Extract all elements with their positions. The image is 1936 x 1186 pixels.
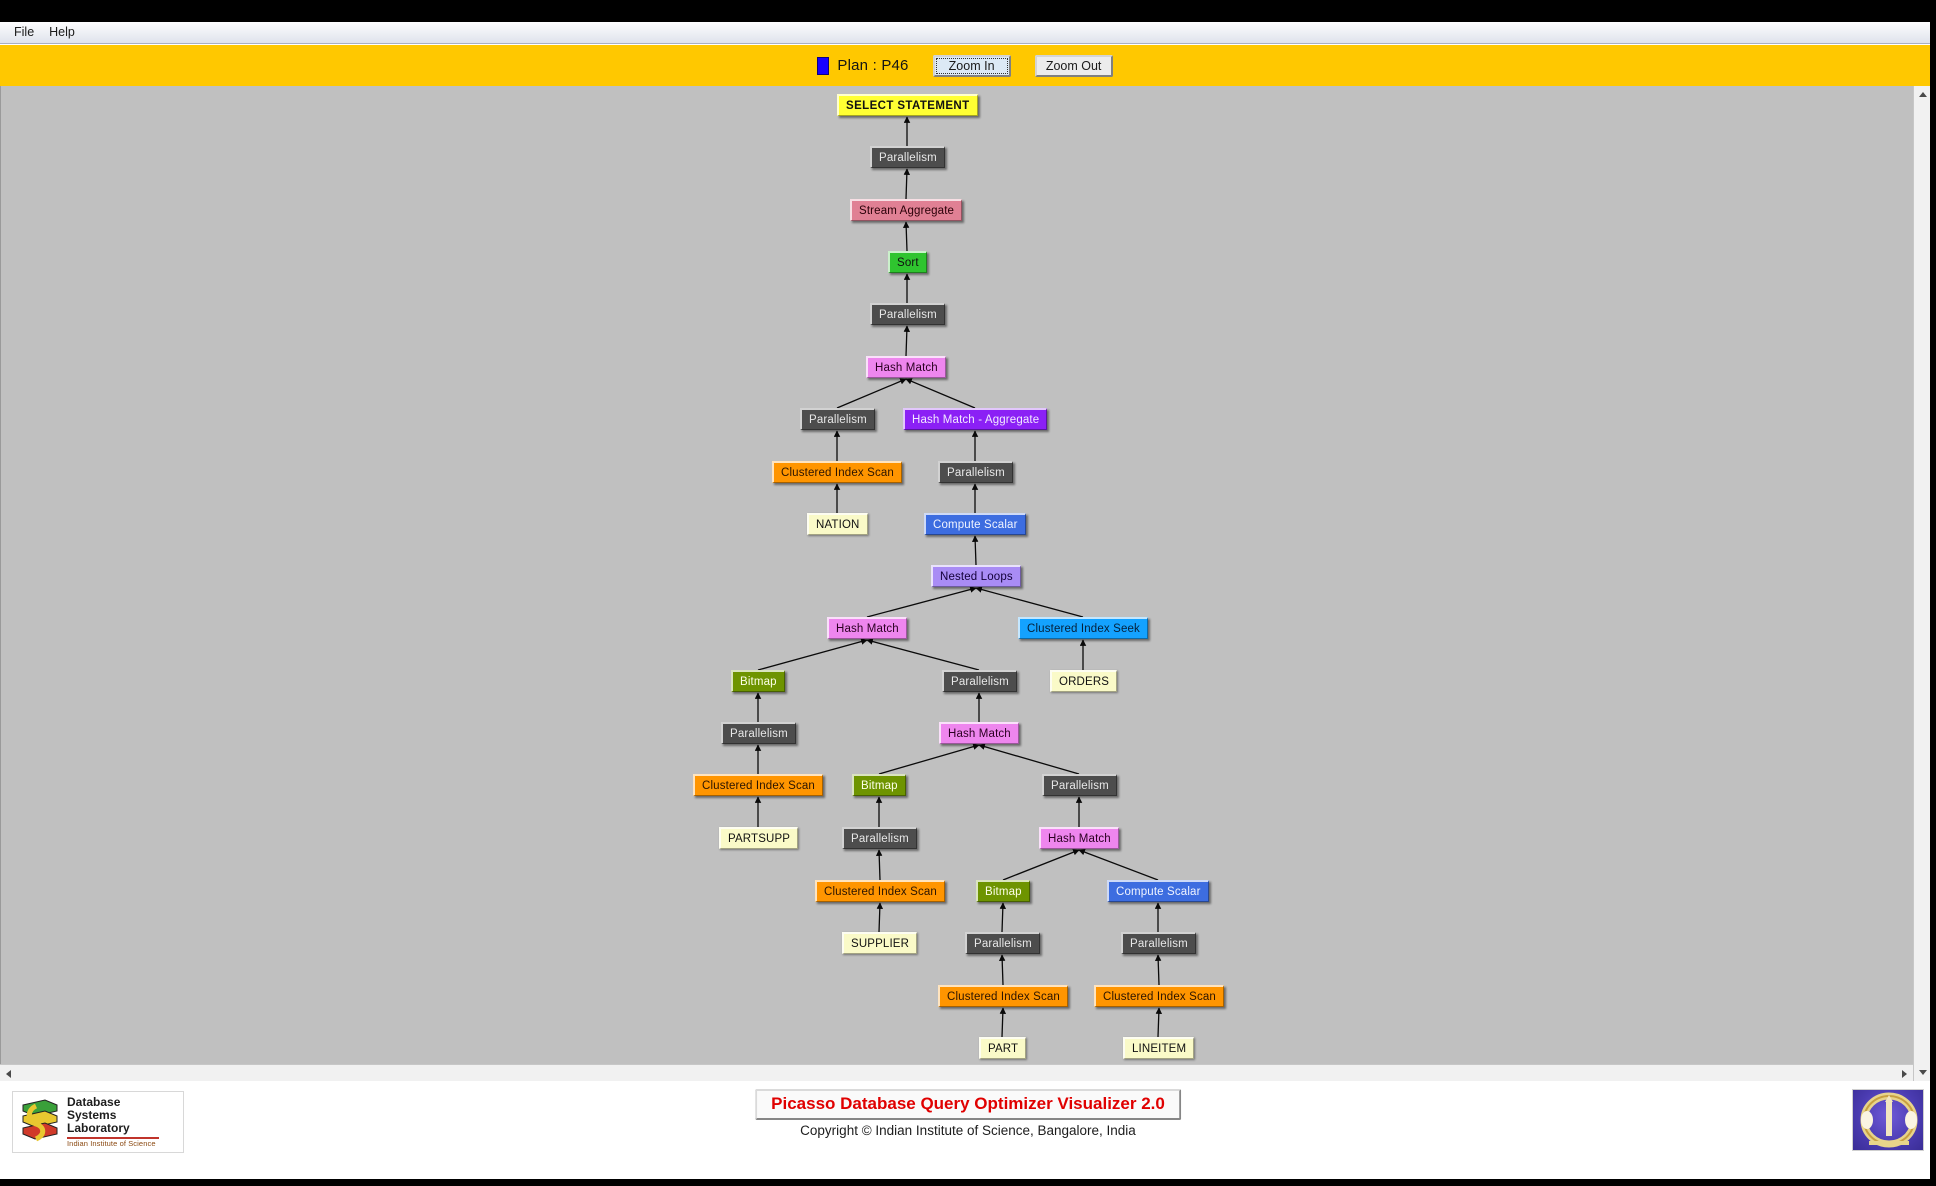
plan-node-n29[interactable]: Bitmap bbox=[976, 880, 1030, 902]
plan-edge-n23-n22 bbox=[878, 743, 980, 775]
plan-node-n13[interactable]: Nested Loops bbox=[931, 565, 1021, 587]
plan-edge-n27-n22 bbox=[978, 743, 1080, 775]
logo-line-4: Indian Institute of Science bbox=[67, 1138, 156, 1148]
chevron-right-icon bbox=[1902, 1069, 1907, 1078]
plan-edge-n36-n35 bbox=[1155, 1007, 1163, 1038]
logo-line-1: Database bbox=[67, 1095, 121, 1110]
plan-node-n30[interactable]: Parallelism bbox=[965, 932, 1040, 954]
scroll-up-arrow[interactable] bbox=[1915, 87, 1930, 102]
plan-edge-n6-n5 bbox=[903, 325, 911, 357]
footer: Database Systems Laboratory Indian Insti… bbox=[0, 1081, 1936, 1186]
logo-line-3: Laboratory bbox=[67, 1120, 130, 1135]
plan-edge-n17-n14 bbox=[757, 638, 868, 671]
plan-node-n6[interactable]: Hash Match bbox=[866, 356, 946, 378]
window-right-strip bbox=[1930, 0, 1936, 1186]
plan-node-n1[interactable]: SELECT STATEMENT bbox=[837, 94, 978, 116]
chevron-left-icon bbox=[6, 1069, 11, 1078]
menu-bar: File Help bbox=[0, 22, 1930, 44]
plan-edge-n33-n28 bbox=[1078, 849, 1159, 881]
plan-node-n28[interactable]: Hash Match bbox=[1039, 827, 1119, 849]
menu-file[interactable]: File bbox=[14, 25, 35, 39]
plan-node-n25[interactable]: Clustered Index Scan bbox=[815, 880, 945, 902]
plan-node-n9[interactable]: Clustered Index Scan bbox=[772, 461, 902, 483]
plan-indicator: Plan : P46 bbox=[817, 56, 909, 75]
plan-node-n22[interactable]: Hash Match bbox=[939, 722, 1019, 744]
plan-node-n32[interactable]: PART bbox=[979, 1037, 1027, 1059]
logo-line-2: Systems bbox=[67, 1107, 117, 1122]
plan-node-n21[interactable]: Parallelism bbox=[942, 670, 1017, 692]
plan-edge-n30-n29 bbox=[999, 902, 1007, 933]
plan-edge-n3-n2 bbox=[903, 168, 911, 200]
database-stack-icon bbox=[22, 1099, 58, 1142]
iisc-crest bbox=[1860, 1092, 1918, 1148]
plan-edge-n31-n30 bbox=[998, 954, 1006, 986]
scroll-down-arrow[interactable] bbox=[1915, 1065, 1930, 1080]
menu-help[interactable]: Help bbox=[49, 25, 75, 39]
plan-edge-n7-n6 bbox=[836, 378, 907, 409]
window-top-strip bbox=[0, 0, 1936, 22]
logo-divider bbox=[67, 1136, 159, 1139]
plan-node-n11[interactable]: Parallelism bbox=[938, 461, 1013, 483]
footer-bottom-bar bbox=[0, 1179, 1936, 1186]
plan-node-n3[interactable]: Stream Aggregate bbox=[850, 199, 963, 221]
plan-edge-n29-n28 bbox=[1002, 849, 1080, 881]
copyright-text: Copyright © Indian Institute of Science,… bbox=[800, 1123, 1136, 1138]
plan-tree-canvas: SELECT STATEMENT Parallelism Stream Aggreg… bbox=[1, 86, 1912, 1061]
plan-node-n19[interactable]: Clustered Index Scan bbox=[693, 774, 823, 796]
plan-edge-n21-n14 bbox=[866, 638, 980, 671]
plan-node-n10[interactable]: NATION bbox=[807, 513, 868, 535]
plan-toolbar: Plan : P46 Zoom In Zoom Out bbox=[0, 44, 1930, 86]
plan-node-n7[interactable]: Parallelism bbox=[800, 408, 875, 430]
plan-node-n23[interactable]: Bitmap bbox=[852, 774, 906, 796]
plan-node-n35[interactable]: Clustered Index Scan bbox=[1094, 985, 1224, 1007]
horizontal-scrollbar[interactable] bbox=[0, 1064, 1913, 1081]
plan-node-n20[interactable]: PARTSUPP bbox=[719, 827, 799, 849]
plan-label: Plan : P46 bbox=[837, 57, 909, 74]
vertical-scrollbar[interactable] bbox=[1913, 86, 1930, 1081]
plan-node-n5[interactable]: Parallelism bbox=[870, 303, 945, 325]
plan-node-n31[interactable]: Clustered Index Scan bbox=[938, 985, 1068, 1007]
plan-node-n4[interactable]: Sort bbox=[888, 251, 927, 273]
plan-tree-edges bbox=[754, 116, 1163, 1038]
zoom-out-button[interactable]: Zoom Out bbox=[1034, 54, 1113, 77]
plan-edge-n26-n25 bbox=[876, 902, 884, 933]
zoom-in-button[interactable]: Zoom In bbox=[932, 54, 1011, 77]
dsl-logo-text: Database Systems Laboratory Indian Insti… bbox=[67, 1096, 159, 1148]
chevron-down-icon bbox=[1918, 1070, 1927, 1075]
plan-edge-n35-n34 bbox=[1154, 954, 1162, 986]
plan-node-n24[interactable]: Parallelism bbox=[842, 827, 917, 849]
plan-edge-n15-n13 bbox=[975, 586, 1084, 618]
plan-node-n26[interactable]: SUPPLIER bbox=[842, 932, 918, 954]
plan-color-swatch bbox=[817, 56, 830, 75]
app-title-banner[interactable]: Picasso Database Query Optimizer Visuali… bbox=[755, 1089, 1181, 1120]
plan-canvas-viewport[interactable]: SELECT STATEMENT Parallelism Stream Aggreg… bbox=[0, 86, 1930, 1081]
plan-edge-n14-n13 bbox=[866, 586, 977, 618]
plan-edge-n8-n6 bbox=[905, 378, 976, 409]
iisc-emblem-icon bbox=[1852, 1089, 1924, 1151]
plan-node-n14[interactable]: Hash Match bbox=[827, 617, 907, 639]
plan-node-n18[interactable]: Parallelism bbox=[721, 722, 796, 744]
plan-node-n8[interactable]: Hash Match - Aggregate bbox=[903, 408, 1048, 430]
scroll-left-arrow[interactable] bbox=[1, 1066, 16, 1081]
plan-node-n2[interactable]: Parallelism bbox=[870, 146, 945, 168]
dsl-logo: Database Systems Laboratory Indian Insti… bbox=[12, 1091, 184, 1153]
plan-edge-n4-n3 bbox=[902, 221, 910, 252]
scroll-right-arrow[interactable] bbox=[1897, 1066, 1912, 1081]
chevron-up-icon bbox=[1918, 92, 1927, 97]
plan-node-n36[interactable]: LINEITEM bbox=[1123, 1037, 1195, 1059]
plan-node-n12[interactable]: Compute Scalar bbox=[924, 513, 1026, 535]
plan-node-n17[interactable]: Bitmap bbox=[731, 670, 785, 692]
plan-edge-n25-n24 bbox=[875, 849, 883, 881]
plan-node-n33[interactable]: Compute Scalar bbox=[1107, 880, 1209, 902]
plan-node-n27[interactable]: Parallelism bbox=[1042, 774, 1117, 796]
plan-node-n34[interactable]: Parallelism bbox=[1121, 932, 1196, 954]
plan-edge-n13-n12 bbox=[971, 535, 979, 566]
plan-node-n16[interactable]: ORDERS bbox=[1050, 670, 1118, 692]
plan-edge-n32-n31 bbox=[999, 1007, 1007, 1038]
plan-node-n15[interactable]: Clustered Index Seek bbox=[1018, 617, 1148, 639]
